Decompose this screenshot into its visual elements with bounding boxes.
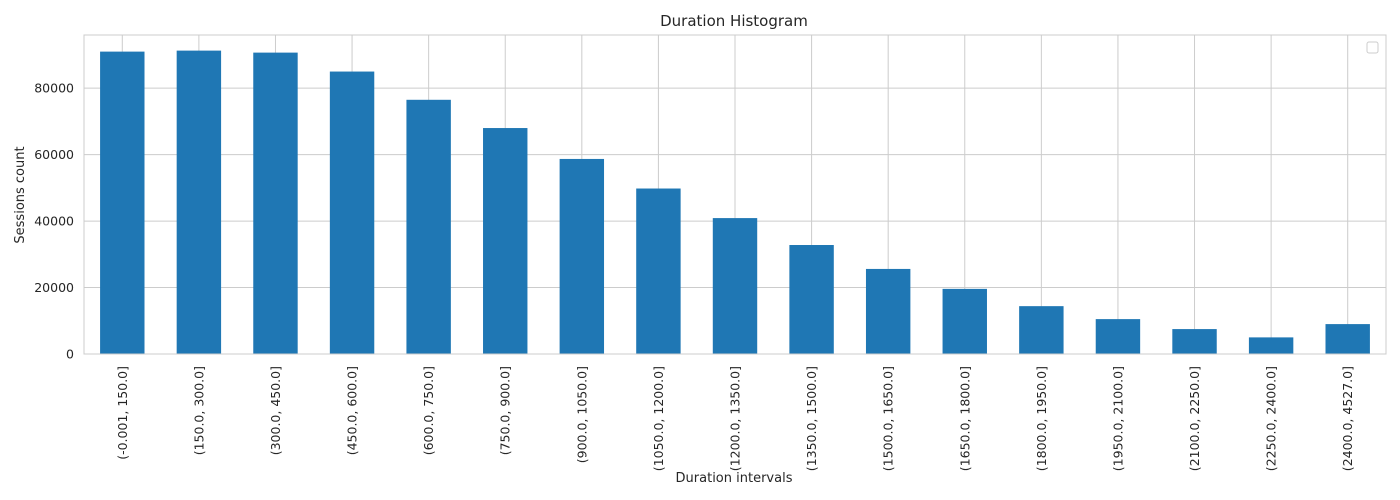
x-axis-label: Duration intervals [676, 471, 793, 486]
y-tick-label: 60000 [34, 147, 74, 162]
x-tick-label: (1500.0, 1650.0] [881, 366, 896, 471]
bar [865, 268, 911, 354]
x-tick-label: (1350.0, 1500.0] [804, 366, 819, 471]
bar [176, 50, 222, 355]
x-tick-label: (1650.0, 1800.0] [957, 366, 972, 471]
x-tick-label: (2400.0, 4527.0] [1340, 366, 1355, 471]
bar [1095, 319, 1141, 354]
bar [942, 288, 987, 354]
bar [559, 158, 605, 354]
bar [636, 188, 681, 354]
bar [1325, 324, 1370, 354]
x-tick-label: (300.0, 450.0] [268, 366, 283, 455]
x-tick-labels: (-0.001, 150.0] (150.0, 300.0] (300.0, 450… [115, 366, 1355, 471]
bar [253, 52, 298, 355]
x-tick-label: (450.0, 600.0] [345, 366, 360, 455]
y-tick-labels: 0 20000 40000 60000 80000 [34, 81, 74, 362]
y-tick-label: 0 [66, 347, 74, 362]
x-tick-label: (1200.0, 1350.0] [728, 366, 743, 471]
chart-title: Duration Histogram [660, 12, 808, 30]
legend-box [1366, 41, 1379, 54]
y-tick-label: 80000 [34, 81, 74, 96]
y-tick-label: 20000 [34, 280, 74, 295]
bar [406, 99, 451, 354]
x-tick-label: (-0.001, 150.0] [115, 366, 130, 460]
bar [1248, 337, 1294, 354]
x-tick-label: (600.0, 750.0] [421, 366, 436, 455]
bars [100, 50, 1370, 355]
bar [789, 245, 834, 354]
y-tick-label: 40000 [34, 214, 74, 229]
x-tick-label: (1050.0, 1200.0] [651, 366, 666, 471]
bar [712, 218, 758, 354]
bar [329, 71, 375, 354]
bar [1172, 329, 1217, 354]
plot-frame [83, 34, 1387, 355]
x-tick-label: (150.0, 300.0] [191, 366, 206, 455]
x-tick-label: (2250.0, 2400.0] [1264, 366, 1279, 471]
x-tick-label: (1800.0, 1950.0] [1034, 366, 1049, 471]
x-tick-label: (750.0, 900.0] [498, 366, 513, 455]
bar [483, 128, 528, 354]
x-tick-label: (900.0, 1050.0] [574, 366, 589, 463]
bar [100, 51, 145, 354]
x-tick-label: (1950.0, 2100.0] [1110, 366, 1125, 471]
x-tick-label: (2100.0, 2250.0] [1187, 366, 1202, 471]
bar [1019, 306, 1064, 354]
y-axis-label: Sessions count [13, 146, 28, 243]
